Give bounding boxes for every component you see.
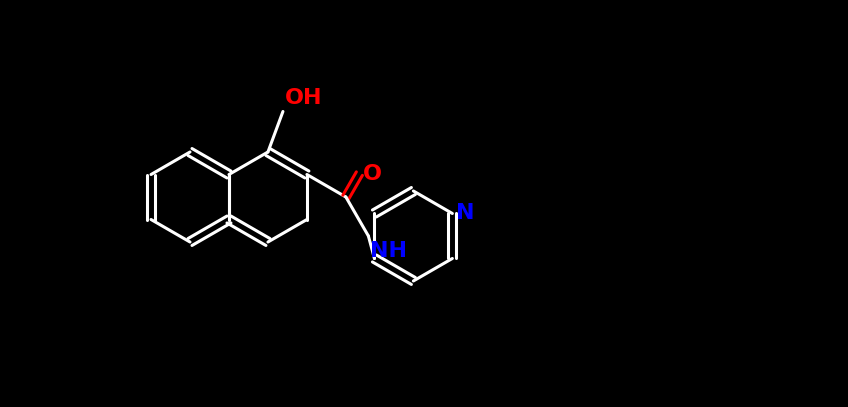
Text: N: N — [456, 204, 475, 223]
Text: NH: NH — [371, 241, 407, 261]
Text: OH: OH — [285, 88, 322, 107]
Text: O: O — [362, 164, 382, 184]
